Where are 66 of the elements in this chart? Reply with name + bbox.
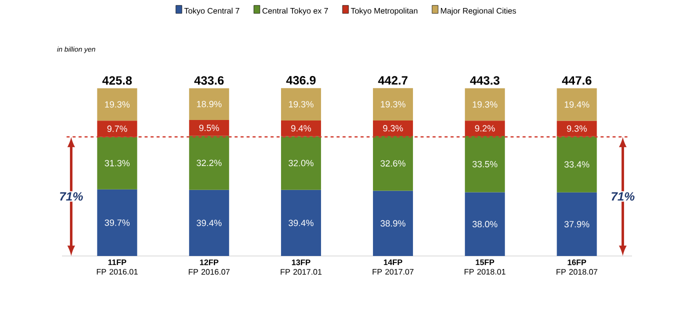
bar xyxy=(372,190,413,256)
bar xyxy=(372,136,413,191)
bar xyxy=(556,136,597,192)
bar xyxy=(464,88,505,121)
x-tick-label: 11FP FP 2016.01 xyxy=(96,260,138,275)
legend-label: Central Tokyo ex 7 xyxy=(262,8,328,16)
bar xyxy=(556,88,597,121)
x-tick-label: 16FP FP 2018.07 xyxy=(556,260,598,275)
bar xyxy=(556,192,597,256)
bar xyxy=(372,88,413,120)
x-tick-label: 12FP FP 2016.07 xyxy=(188,260,230,275)
data-label: 32.6% xyxy=(380,160,406,167)
bar xyxy=(97,189,138,256)
annotation: 71% xyxy=(60,192,83,201)
data-label: 19.3% xyxy=(472,101,498,108)
data-label: 31.3% xyxy=(104,160,130,166)
data-label: 9.7% xyxy=(107,126,128,132)
data-label: 33.4% xyxy=(564,161,590,168)
annotation: 71% xyxy=(612,192,634,201)
legend-label: Tokyo Central 7 xyxy=(184,8,240,16)
annotation: 436.9 xyxy=(286,76,316,85)
bar xyxy=(97,120,138,137)
data-label: 9.2% xyxy=(475,125,495,132)
data-label: 39.4% xyxy=(288,220,314,226)
data-label: 9.5% xyxy=(199,124,220,132)
data-label: 19.3% xyxy=(288,101,314,108)
data-label: 9.3% xyxy=(566,125,587,132)
data-label: 37.9% xyxy=(564,221,590,228)
data-label: 18.9% xyxy=(197,100,222,108)
bar xyxy=(281,88,322,120)
data-label: 19.3% xyxy=(105,101,130,108)
data-label: 38.9% xyxy=(380,220,406,227)
data-label: 19.3% xyxy=(380,101,406,108)
bar xyxy=(189,136,230,190)
data-label: 32.0% xyxy=(288,160,314,166)
data-label: 38.0% xyxy=(472,220,498,228)
data-label: 9.3% xyxy=(383,125,403,132)
bar xyxy=(464,120,505,136)
bar xyxy=(189,190,230,256)
bar xyxy=(97,88,138,121)
bar xyxy=(189,88,230,120)
data-label: 33.5% xyxy=(472,160,498,168)
annotation: 447.6 xyxy=(562,76,592,85)
annotation: 425.8 xyxy=(102,76,132,85)
bar xyxy=(372,120,413,136)
data-label: 19.4% xyxy=(564,101,590,108)
legend-label: Major Regional Cities xyxy=(440,8,516,16)
x-tick-label: 15FP FP 2018.01 xyxy=(464,260,506,275)
data-label: 32.2% xyxy=(196,160,222,166)
annotation: 443.3 xyxy=(470,76,500,85)
legend-label: Tokyo Metropolitan xyxy=(350,8,418,16)
bar xyxy=(556,120,597,136)
data-label: 39.7% xyxy=(104,219,130,226)
bar xyxy=(189,120,230,136)
data-label: 39.4% xyxy=(196,220,222,226)
annotation: 433.6 xyxy=(194,76,224,85)
x-tick-label: 14FP FP 2017.07 xyxy=(372,260,414,275)
bar xyxy=(97,136,138,190)
data-label: 9.4% xyxy=(291,125,311,132)
bar xyxy=(464,192,505,256)
bar xyxy=(281,120,322,136)
bar xyxy=(281,136,322,190)
bar xyxy=(464,136,505,192)
bar xyxy=(281,190,322,256)
x-tick-label: 13FP FP 2017.01 xyxy=(280,260,322,275)
annotation: 442.7 xyxy=(378,76,408,85)
